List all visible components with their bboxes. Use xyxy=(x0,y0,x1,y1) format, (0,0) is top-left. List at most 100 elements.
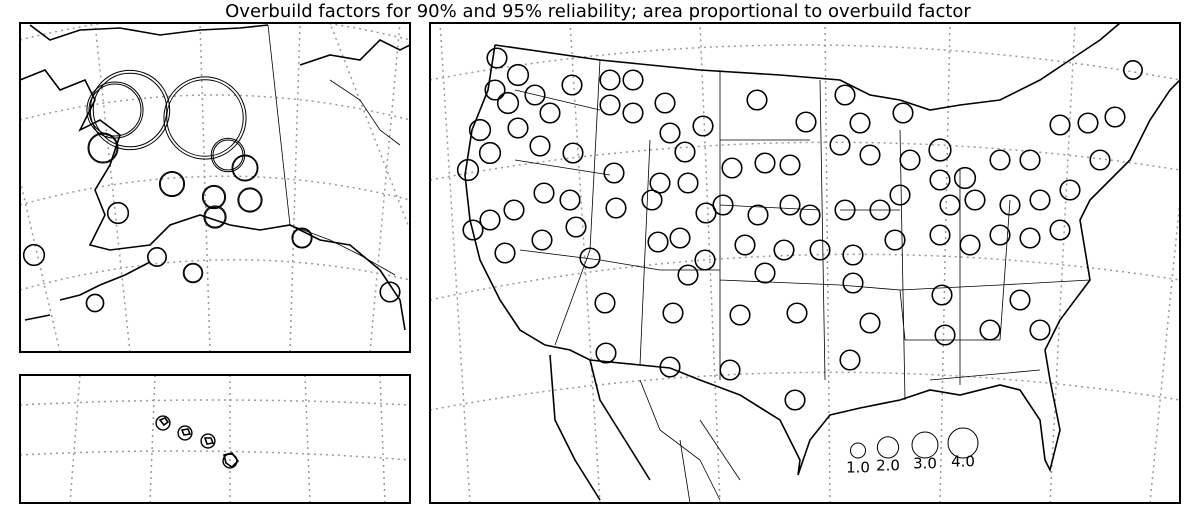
sites xyxy=(22,47,1143,469)
site-circle xyxy=(735,235,755,255)
site-circle xyxy=(654,92,676,114)
coastline xyxy=(464,44,1180,476)
site-circle xyxy=(721,157,743,179)
legend-label: 1.0 xyxy=(846,459,870,477)
site-circle xyxy=(531,229,553,251)
site-circle xyxy=(1049,219,1071,241)
site-circle xyxy=(1050,115,1070,135)
site-circle xyxy=(562,142,584,164)
site-circle xyxy=(839,349,861,371)
site-circle xyxy=(1009,289,1031,311)
panel-frame xyxy=(19,374,411,504)
site-circle xyxy=(504,200,524,220)
site-circle xyxy=(85,293,105,313)
site-circle xyxy=(786,302,808,324)
site-circle xyxy=(487,48,507,68)
legend-label: 2.0 xyxy=(876,457,900,475)
site-circle xyxy=(292,228,312,248)
site-circle xyxy=(525,85,545,105)
site-circle xyxy=(747,90,767,110)
site-circle xyxy=(507,117,529,139)
site-circle xyxy=(892,102,914,124)
border xyxy=(639,379,741,503)
site-circle xyxy=(529,135,551,157)
site-circle xyxy=(663,303,683,323)
coastline xyxy=(158,417,240,469)
site-circle xyxy=(203,205,227,229)
site-circle xyxy=(747,204,769,226)
site-circle xyxy=(508,118,528,138)
site-circle xyxy=(604,163,624,183)
site-circle xyxy=(692,115,714,137)
site-circle xyxy=(939,194,961,216)
site-circle xyxy=(532,230,552,250)
site-circle xyxy=(989,224,1011,246)
site-circle xyxy=(719,359,741,381)
site-circle xyxy=(503,199,525,221)
site-circle xyxy=(232,155,258,181)
site-circle xyxy=(642,190,662,210)
site-circle xyxy=(201,184,227,210)
site-circle xyxy=(647,231,669,253)
site-circle xyxy=(1089,149,1111,171)
site-circle xyxy=(379,281,401,303)
site-circle xyxy=(222,453,238,469)
conus-panel xyxy=(430,23,1180,503)
site-circle xyxy=(980,320,1000,340)
site-circle xyxy=(650,173,670,193)
site-circle xyxy=(507,64,529,86)
site-circle xyxy=(674,141,696,163)
site-circle xyxy=(930,170,950,190)
site-circle xyxy=(931,284,953,306)
site-circle xyxy=(774,240,794,260)
site-circle xyxy=(107,202,129,224)
site-circle xyxy=(92,72,168,148)
site-circle xyxy=(159,171,185,197)
site-circle xyxy=(965,190,985,210)
site-circle xyxy=(561,74,583,96)
site-circle xyxy=(960,235,980,255)
site-circle xyxy=(842,272,864,294)
site-circle xyxy=(893,103,913,123)
site-circle xyxy=(784,389,806,411)
site-circle xyxy=(182,262,204,284)
site-circle xyxy=(729,304,751,326)
site-circle xyxy=(497,92,519,114)
site-circle xyxy=(795,111,817,133)
site-circle xyxy=(843,245,863,265)
site-circle xyxy=(380,282,400,302)
border xyxy=(494,23,1121,111)
site-circle xyxy=(204,206,226,228)
site-circle xyxy=(524,84,546,106)
site-circle xyxy=(155,415,171,431)
site-circle xyxy=(87,132,119,164)
site-circle xyxy=(566,217,586,237)
site-circle xyxy=(147,247,167,267)
site-circle xyxy=(930,225,950,245)
site-circle xyxy=(562,75,582,95)
site-circle xyxy=(1020,150,1040,170)
site-circle xyxy=(606,198,626,218)
site-circle xyxy=(713,195,733,215)
site-circle xyxy=(1010,290,1030,310)
site-circle xyxy=(722,158,742,178)
site-circle xyxy=(1123,60,1143,80)
hawaii-panel xyxy=(20,375,410,503)
site-circle xyxy=(237,187,263,213)
site-circle xyxy=(835,85,855,105)
legend-circle xyxy=(876,436,900,459)
site-circle xyxy=(539,102,561,124)
site-circle xyxy=(622,102,644,124)
site-circle xyxy=(579,247,601,269)
site-circle xyxy=(746,89,768,111)
legend-circle xyxy=(947,427,979,459)
map-title: Overbuild factors for 90% and 95% reliab… xyxy=(225,1,971,22)
site-circle xyxy=(231,154,259,182)
site-circle xyxy=(959,234,981,256)
site-circle xyxy=(870,200,890,220)
site-circle xyxy=(605,197,627,219)
site-circle xyxy=(675,142,695,162)
panel-frame xyxy=(429,22,1181,504)
legend-circle xyxy=(911,431,939,459)
